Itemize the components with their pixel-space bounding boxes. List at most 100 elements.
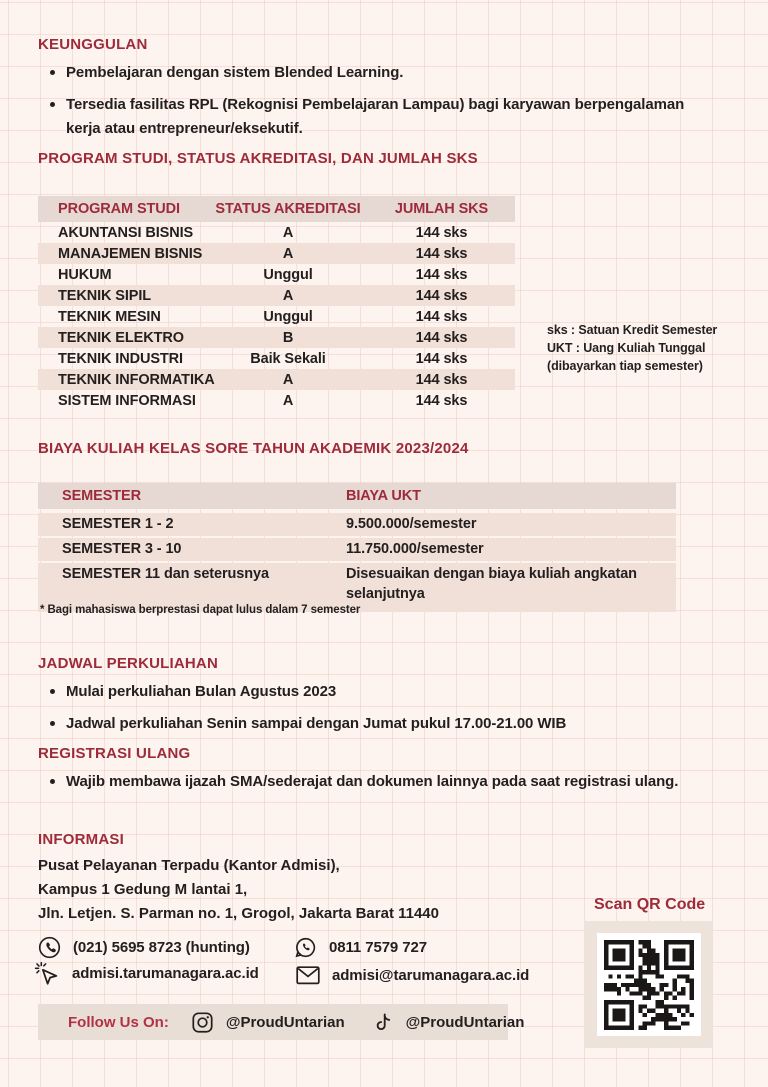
program-studi-table: PROGRAM STUDI STATUS AKREDITASI JUMLAH S… [38, 196, 515, 411]
jadwal-list: Mulai perkuliahan Bulan Agustus 2023 Jad… [38, 680, 748, 736]
table-row: SEMESTER 3 - 10 11.750.000/semester [38, 538, 676, 561]
section-title-jadwal: JADWAL PERKULIAHAN [38, 655, 218, 672]
cell-sks: 144 sks [415, 371, 468, 388]
phone-number: (021) 5695 8723 (hunting) [73, 938, 250, 956]
phone-icon [38, 936, 61, 959]
list-item: Jadwal perkuliahan Senin sampai dengan J… [38, 712, 748, 736]
column-header-program-studi: PROGRAM STUDI [58, 201, 180, 217]
note-line: UKT : Uang Kuliah Tunggal [547, 341, 706, 355]
instagram-icon [191, 1011, 214, 1034]
table-row: TEKNIK INFORMATIKA A 144 sks [38, 369, 515, 390]
section-keunggulan: KEUNGGULAN Pembelajaran dengan sistem Bl… [38, 36, 710, 149]
table-row: AKUNTANSI BISNIS A 144 sks [38, 222, 515, 243]
registrasi-list: Wajib membawa ijazah SMA/sederajat dan d… [38, 770, 758, 794]
biaya-table: SEMESTER BIAYA UKT SEMESTER 1 - 2 9.500.… [38, 483, 676, 612]
contact-email: admisi@tarumanagara.ac.id [296, 962, 529, 988]
section-title-keunggulan: KEUNGGULAN [38, 36, 148, 53]
table-row: TEKNIK MESIN Unggul 144 sks [38, 306, 515, 327]
cell-program: TEKNIK SIPIL [58, 287, 152, 304]
email-link[interactable]: admisi@tarumanagara.ac.id [332, 966, 530, 984]
table-header-row: PROGRAM STUDI STATUS AKREDITASI JUMLAH S… [38, 196, 515, 222]
email-icon [296, 965, 320, 985]
cell-semester: SEMESTER 3 - 10 [62, 541, 182, 557]
cell-program: HUKUM [58, 266, 112, 283]
cell-akreditasi: A [282, 287, 294, 304]
cell-sks: 144 sks [415, 224, 468, 241]
column-header-jumlah-sks: JUMLAH SKS [394, 201, 489, 217]
section-title-biaya: BIAYA KULIAH KELAS SORE TAHUN AKADEMIK 2… [38, 440, 469, 457]
cell-program: TEKNIK MESIN [58, 308, 161, 325]
address-block: Pusat Pelayanan Terpadu (Kantor Admisi),… [38, 854, 598, 926]
cell-akreditasi: Unggul [263, 266, 313, 283]
whatsapp-number: 0811 7579 727 [329, 938, 427, 956]
cell-program: TEKNIK ELEKTRO [58, 329, 184, 346]
address-line: Pusat Pelayanan Terpadu (Kantor Admisi), [38, 857, 340, 874]
table-row: TEKNIK ELEKTRO B 144 sks [38, 327, 515, 348]
qr-label: Scan QR Code [594, 896, 706, 913]
section-title-informasi: INFORMASI [38, 831, 124, 848]
table-row: SEMESTER 11 dan seterusnya Disesuaikan d… [38, 563, 676, 612]
qr-panel [585, 921, 713, 1048]
column-header-biaya-ukt: BIAYA UKT [346, 488, 421, 504]
qr-code[interactable] [597, 933, 701, 1036]
cell-program: MANAJEMEN BISNIS [58, 245, 203, 262]
cell-semester: SEMESTER 11 dan seterusnya [62, 566, 269, 582]
tiktok-icon [371, 1011, 394, 1034]
list-item: Pembelajaran dengan sistem Blended Learn… [38, 61, 698, 85]
biaya-footnote: * Bagi mahasiswa berprestasi dapat lulus… [40, 604, 361, 616]
cell-sks: 144 sks [415, 392, 468, 409]
table-row: TEKNIK SIPIL A 144 sks [38, 285, 515, 306]
address-line: Kampus 1 Gedung M lantai 1, [38, 881, 248, 898]
section-registrasi: REGISTRASI ULANG Wajib membawa ijazah SM… [38, 745, 758, 802]
section-title-program-studi: PROGRAM STUDI, STATUS AKREDITASI, DAN JU… [38, 150, 478, 167]
table-header-row: SEMESTER BIAYA UKT [38, 483, 676, 509]
column-header-semester: SEMESTER [62, 488, 141, 504]
contact-website: admisi.tarumanagara.ac.id [33, 960, 259, 986]
tiktok-handle[interactable]: @ProudUntarian [405, 1013, 525, 1031]
cell-akreditasi: A [282, 371, 294, 388]
website-link[interactable]: admisi.tarumanagara.ac.id [72, 964, 259, 982]
cell-sks: 144 sks [415, 266, 468, 283]
cell-sks: 144 sks [415, 329, 468, 346]
table-row: SISTEM INFORMASI A 144 sks [38, 390, 515, 411]
cell-akreditasi: Baik Sekali [250, 350, 326, 367]
column-header-status-akreditasi: STATUS AKREDITASI [215, 201, 361, 217]
whatsapp-icon [294, 936, 317, 959]
cell-akreditasi: A [282, 392, 294, 409]
cursor-icon [33, 960, 60, 987]
table-row: HUKUM Unggul 144 sks [38, 264, 515, 285]
cell-akreditasi: Unggul [263, 308, 313, 325]
follow-us-label: Follow Us On: [68, 1013, 169, 1031]
social-bar: Follow Us On: @ProudUntarian @ProudUntar… [38, 1004, 524, 1040]
instagram-handle[interactable]: @ProudUntarian [225, 1013, 345, 1031]
table-row: MANAJEMEN BISNIS A 144 sks [38, 243, 515, 264]
cell-akreditasi: A [282, 245, 294, 262]
list-item: Mulai perkuliahan Bulan Agustus 2023 [38, 680, 748, 704]
cell-program: TEKNIK INDUSTRI [58, 350, 183, 367]
section-jadwal: JADWAL PERKULIAHAN Mulai perkuliahan Bul… [38, 655, 748, 744]
cell-biaya: 9.500.000/semester [346, 516, 477, 532]
note-line: (dibayarkan tiap semester) [547, 359, 703, 373]
cell-akreditasi: B [282, 329, 294, 346]
contact-whatsapp: 0811 7579 727 [294, 934, 427, 960]
cell-biaya: 11.750.000/semester [346, 541, 484, 557]
section-title-registrasi: REGISTRASI ULANG [38, 745, 191, 762]
section-informasi: INFORMASI Pusat Pelayanan Terpadu (Kanto… [38, 831, 598, 926]
cell-sks: 144 sks [415, 308, 468, 325]
cell-akreditasi: A [282, 224, 294, 241]
list-item: Tersedia fasilitas RPL (Rekognisi Pembel… [38, 93, 698, 141]
cell-program: TEKNIK INFORMATIKA [58, 371, 215, 388]
cell-program: SISTEM INFORMASI [58, 392, 196, 409]
keunggulan-list: Pembelajaran dengan sistem Blended Learn… [38, 61, 698, 141]
cell-sks: 144 sks [415, 287, 468, 304]
note-line: sks : Satuan Kredit Semester [547, 323, 718, 337]
contact-phone: (021) 5695 8723 (hunting) [38, 934, 250, 960]
cell-sks: 144 sks [415, 245, 468, 262]
cell-semester: SEMESTER 1 - 2 [62, 516, 174, 532]
address-line: Jln. Letjen. S. Parman no. 1, Grogol, Ja… [38, 905, 439, 922]
list-item: Wajib membawa ijazah SMA/sederajat dan d… [38, 770, 758, 794]
cell-biaya: Disesuaikan dengan biaya kuliah angkatan… [346, 566, 637, 602]
cell-program: AKUNTANSI BISNIS [58, 224, 194, 241]
sks-ukt-note: sks : Satuan Kredit Semester UKT : Uang … [547, 321, 742, 375]
